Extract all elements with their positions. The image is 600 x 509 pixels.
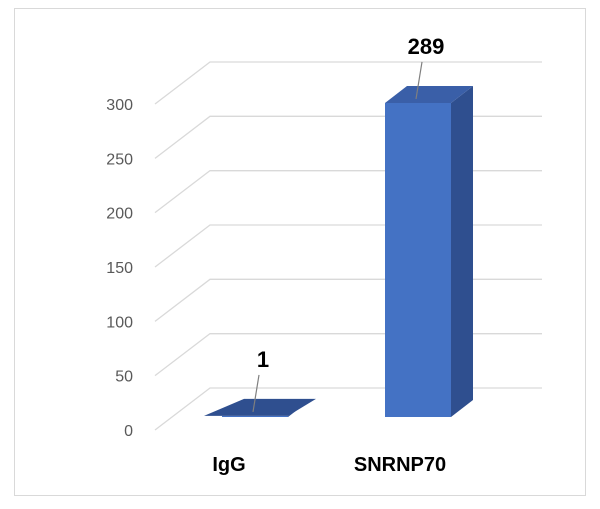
y-tick-label: 100 — [106, 314, 133, 331]
x-category-label: IgG — [212, 454, 245, 476]
y-tick-label: 150 — [106, 260, 133, 277]
gridline — [154, 224, 542, 268]
gridline — [154, 115, 542, 159]
bar-top-face — [204, 398, 316, 416]
gridline — [154, 61, 542, 105]
bar-side-face — [451, 85, 473, 417]
y-tick-label: 250 — [106, 151, 133, 168]
bar — [222, 415, 288, 417]
gridline — [154, 333, 542, 377]
data-label-leader — [252, 374, 260, 413]
y-tick-label: 0 — [124, 423, 133, 440]
y-tick-label: 50 — [115, 369, 133, 386]
gridline — [154, 387, 542, 431]
y-tick-label: 300 — [106, 97, 133, 114]
x-category-label: SNRNP70 — [354, 454, 446, 476]
gridline — [154, 170, 542, 214]
data-label-leader — [415, 61, 423, 100]
bar — [385, 102, 451, 417]
gridline — [154, 278, 542, 322]
data-label: 289 — [408, 34, 445, 59]
chart-frame — [14, 8, 586, 496]
bar-top-face — [385, 85, 473, 103]
data-label: 1 — [257, 347, 269, 372]
y-tick-label: 200 — [106, 206, 133, 223]
